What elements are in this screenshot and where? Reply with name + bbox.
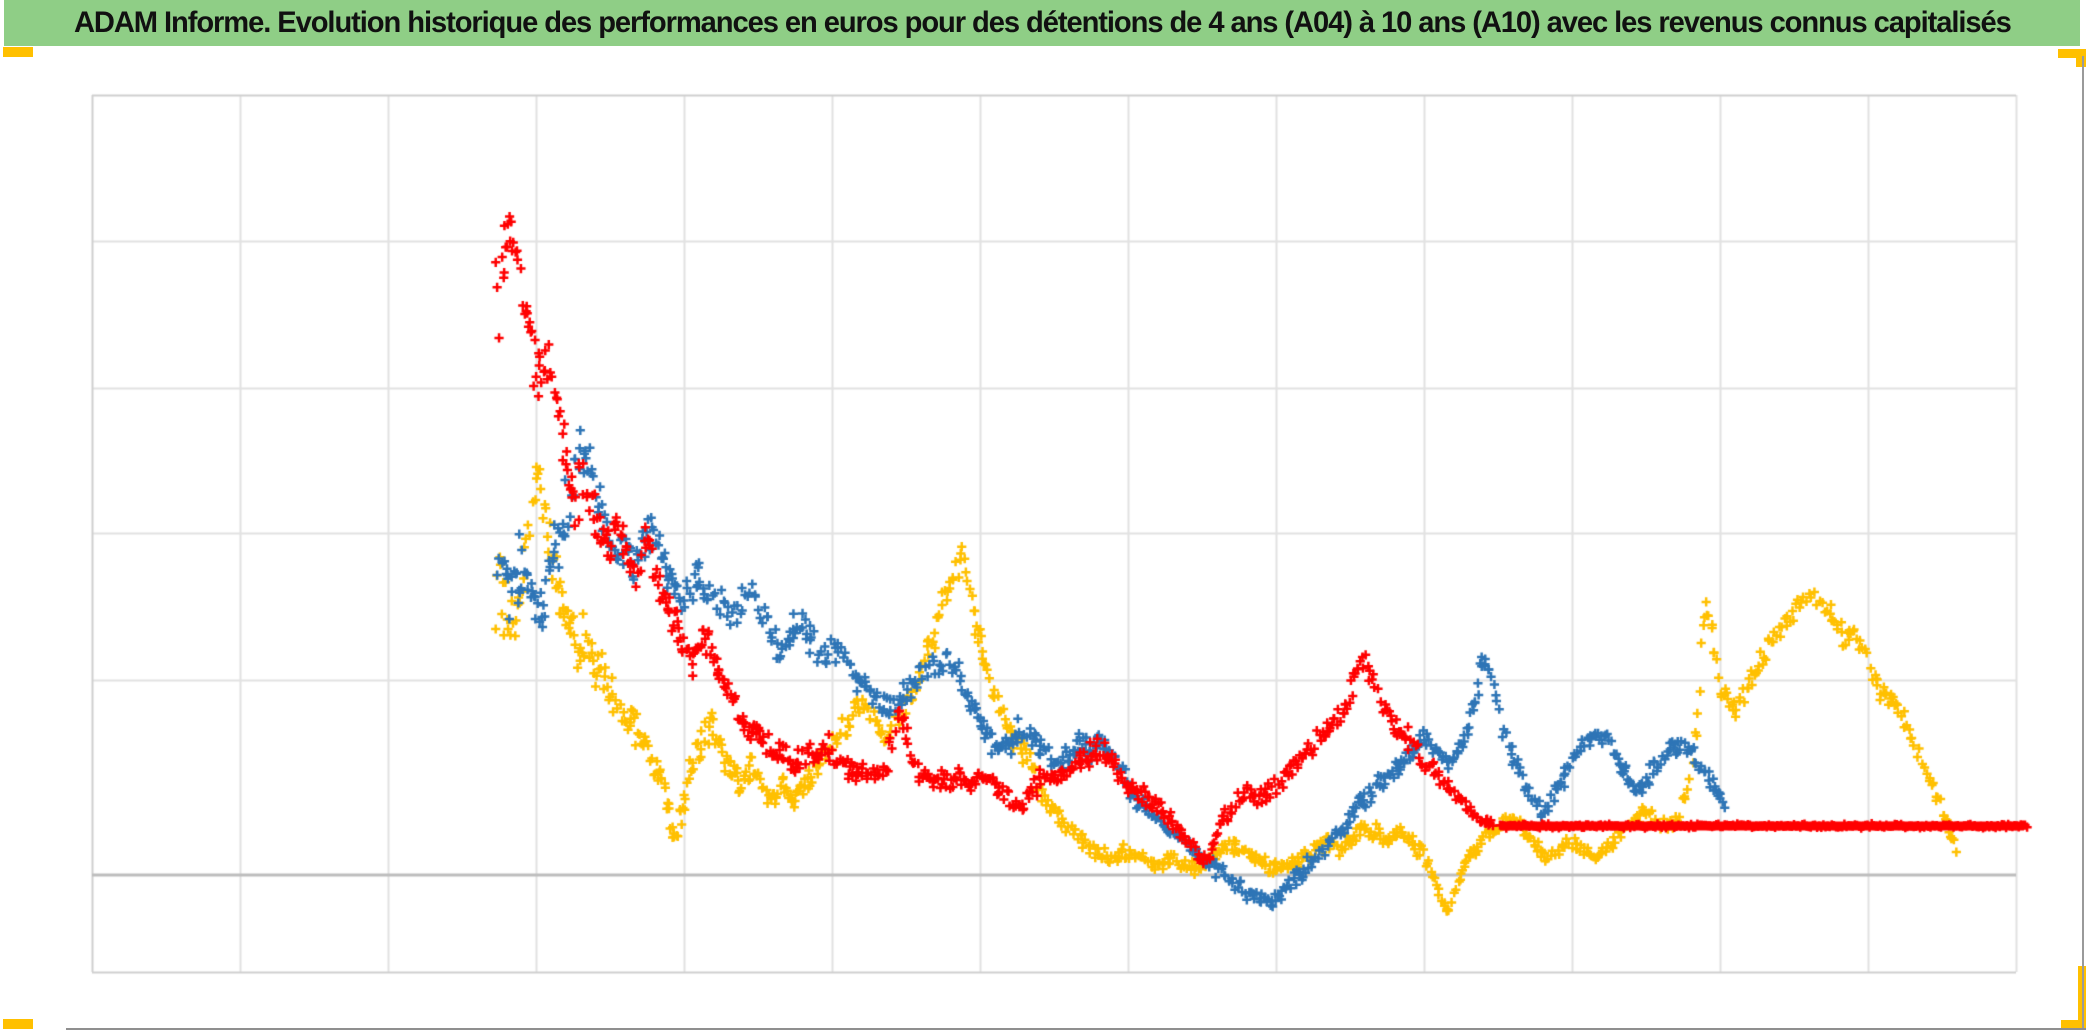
bottom-edge-line [66,1028,2086,1030]
crop-handle-bottom-left[interactable] [3,1019,33,1029]
right-edge-line [2082,56,2084,1028]
crop-handle-top-right-vertical[interactable] [2076,49,2086,67]
crop-handle-top-right[interactable] [2058,49,2086,58]
crop-handle-top-left[interactable] [3,47,33,57]
crop-handle-bottom-right[interactable] [2061,1020,2086,1030]
